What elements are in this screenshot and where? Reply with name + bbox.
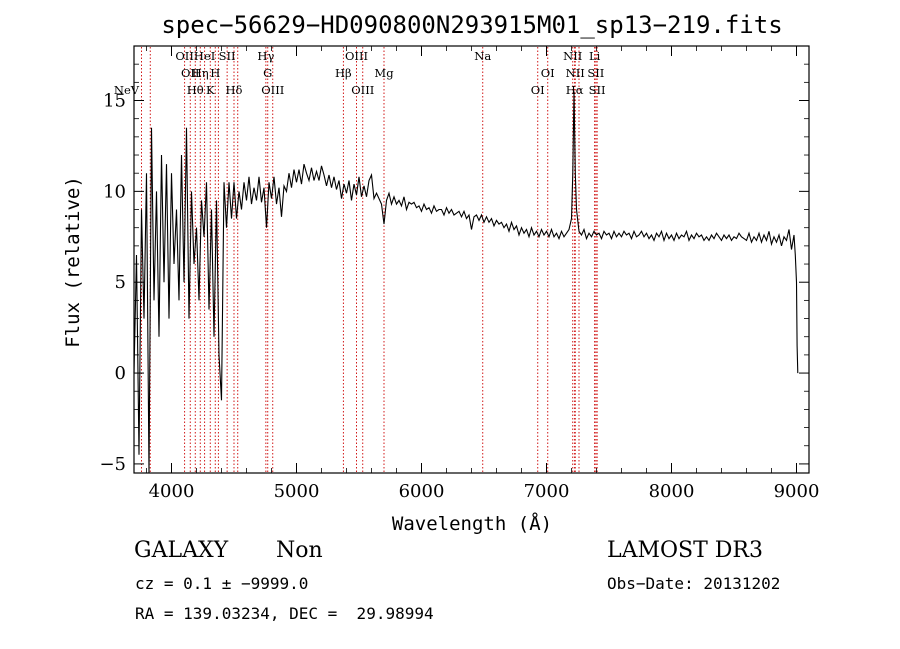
object-class: GALAXY [134,538,229,563]
line-marker-label: Na [474,49,491,63]
line-marker-label: Hδ [226,83,243,97]
line-marker-label: Li [589,49,601,63]
line-marker-label: OIII [351,83,374,97]
line-marker-label: K [206,83,215,97]
y-axis-label: Flux (relative) [62,176,84,348]
line-marker-label: OII [175,49,194,63]
y-tick-label: 10 [103,181,126,202]
line-marker-label: OIII [345,49,368,63]
y-tick-label: 15 [103,91,126,112]
y-tick-label: 5 [115,272,126,293]
line-marker-label: NII [563,49,582,63]
line-marker-label: Hβ [335,66,352,80]
line-marker-label: OIII [261,83,284,97]
line-marker-label: Hη [192,66,209,80]
line-marker-label: SII [589,83,606,97]
line-marker-label: HeI [194,49,215,63]
line-marker-label: SII [587,66,604,80]
survey-name: LAMOST DR3 [607,538,763,563]
line-marker-label: SII [219,49,236,63]
line-marker-labels: NeV OII OII Hθ Hη HeI KH SII Hδ Hγ G OIII Hβ OIII OIII… [114,49,606,97]
x-tick-label: 9000 [774,481,820,502]
redshift-cz: cz = 0.1 ± −9999.0 [135,574,309,593]
ra-dec-coordinates: RA = 139.03234, DEC = 29.98994 [135,604,434,623]
x-tick-label: 8000 [649,481,695,502]
y-axis-ticks: −5 0 5 10 15 [99,63,809,475]
line-marker-label: G [263,66,272,80]
x-axis-label: Wavelength (Å) [392,512,552,535]
y-tick-label: 0 [115,363,126,384]
line-marker-label: H [210,66,220,80]
line-marker-label: OII [181,66,200,80]
line-marker-label: OI [531,83,545,97]
x-tick-label: 5000 [274,481,320,502]
x-tick-label: 4000 [149,481,195,502]
object-subclass: Non [276,538,323,563]
line-marker-label: Hα [566,83,584,97]
spectrum-line [133,91,799,474]
line-marker-label: NeV [114,83,140,97]
line-marker-label: NII [566,66,585,80]
line-markers [141,47,598,472]
line-marker-label: Hθ [187,83,204,97]
observation-date: Obs−Date: 20131202 [607,574,781,593]
line-marker-label: Mg [374,66,394,80]
line-marker-label: OI [541,66,555,80]
x-tick-label: 7000 [524,481,570,502]
y-tick-label: −5 [99,454,126,475]
x-axis-ticks: 4000 5000 6000 7000 8000 9000 [146,46,820,502]
chart-title: spec−56629−HD090800N293915M01_sp13−219.f… [161,11,782,39]
line-marker-label: Hγ [257,49,274,63]
plot-frame [133,45,810,474]
x-tick-label: 6000 [399,481,445,502]
